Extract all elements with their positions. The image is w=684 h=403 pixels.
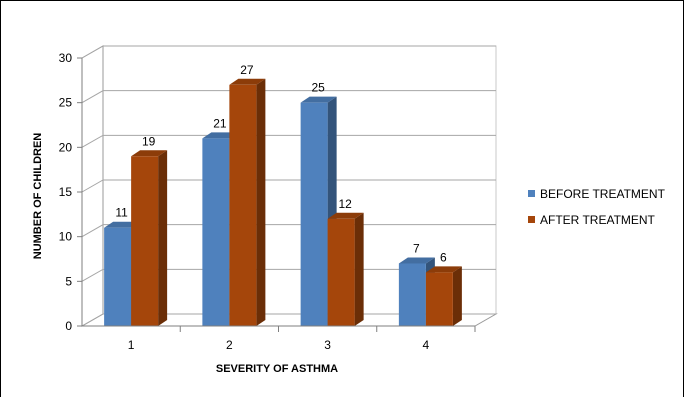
bar-front xyxy=(300,102,328,327)
x-axis-title: SEVERITY OF ASTHMA xyxy=(216,363,338,375)
bar-top xyxy=(327,212,364,219)
gridline xyxy=(81,224,496,238)
bar-side xyxy=(354,212,364,326)
x-tick-label: 4 xyxy=(423,338,430,352)
bar-side xyxy=(256,78,266,326)
legend-label-after: AFTER TREATMENT xyxy=(540,213,656,227)
data-label: 21 xyxy=(213,116,227,130)
gridline xyxy=(81,179,496,193)
data-labels: 11 19 21 27 25 12 7 6 xyxy=(115,63,447,265)
gridline xyxy=(81,134,496,148)
gridline xyxy=(81,268,496,282)
gridline xyxy=(81,45,496,59)
bar-top xyxy=(229,78,266,85)
legend: BEFORE TREATMENT AFTER TREATMENT xyxy=(528,187,666,227)
bar-front xyxy=(425,272,453,326)
bar xyxy=(425,266,462,326)
bar-front xyxy=(104,227,132,326)
bar-side xyxy=(452,266,462,326)
y-tick-label: 5 xyxy=(65,274,72,288)
y-tick-label: 25 xyxy=(59,96,73,110)
bar xyxy=(229,78,266,326)
y-tick-label: 20 xyxy=(59,140,73,154)
bar-front xyxy=(229,84,257,326)
data-label: 19 xyxy=(142,134,156,148)
x-tick-label: 3 xyxy=(324,338,331,352)
y-axis-ticks: 0 5 10 15 20 25 30 xyxy=(59,51,83,333)
y-axis-title: NUMBER OF CHILDREN xyxy=(32,133,44,260)
bar xyxy=(131,150,168,326)
data-label: 27 xyxy=(240,63,254,77)
bar-top xyxy=(131,150,168,157)
bar xyxy=(327,212,364,326)
bar-top xyxy=(300,96,337,103)
bar-front xyxy=(131,156,159,326)
y-tick-label: 10 xyxy=(59,230,73,244)
data-label: 25 xyxy=(311,81,325,95)
y-tick-label: 0 xyxy=(65,319,72,333)
legend-swatch-after xyxy=(528,216,535,223)
bar-top xyxy=(398,257,435,264)
x-axis-ticks: 1 2 3 4 xyxy=(82,325,476,352)
data-label: 11 xyxy=(115,206,128,220)
bars xyxy=(104,78,462,327)
bar-front xyxy=(327,218,355,326)
bar-front xyxy=(202,138,230,326)
gridline xyxy=(81,90,496,104)
legend-swatch-before xyxy=(528,190,535,197)
gridlines xyxy=(81,45,496,327)
bar-front xyxy=(398,263,426,326)
x-tick-label: 1 xyxy=(128,338,135,352)
data-label: 6 xyxy=(440,250,447,264)
legend-label-before: BEFORE TREATMENT xyxy=(540,187,666,201)
y-tick-label: 30 xyxy=(59,51,73,65)
x-tick-label: 2 xyxy=(226,338,233,352)
y-tick-label: 15 xyxy=(59,185,73,199)
data-label: 12 xyxy=(338,197,352,211)
bar-top xyxy=(425,266,462,273)
data-label: 7 xyxy=(413,241,420,255)
bar-side xyxy=(158,150,168,326)
gridline xyxy=(81,313,496,327)
